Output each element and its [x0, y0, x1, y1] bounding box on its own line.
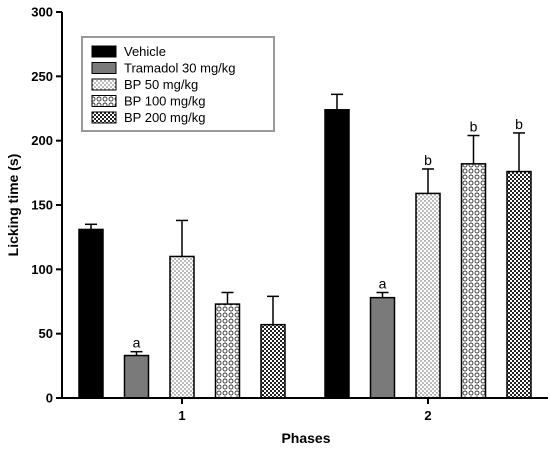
- y-tick-label: 0: [46, 391, 53, 406]
- legend-swatch: [91, 45, 117, 58]
- bar: [260, 323, 286, 399]
- bars-group: a a b b b: [78, 93, 532, 399]
- bar: [506, 170, 532, 399]
- bar: [369, 296, 396, 399]
- significance-label: b: [470, 119, 478, 135]
- significance-label: b: [515, 116, 523, 132]
- y-tick-label: 250: [31, 69, 53, 84]
- bar: [169, 255, 195, 399]
- x-axis-label: Phases: [281, 430, 330, 446]
- bar: [123, 354, 150, 399]
- bar: [78, 228, 104, 399]
- y-tick-label: 150: [31, 198, 53, 213]
- y-axis-label: Licking time (s): [5, 154, 21, 257]
- legend-label: Tramadol 30 mg/kg: [124, 61, 236, 76]
- bar: [214, 303, 241, 399]
- legend-label: BP 50 mg/kg: [124, 77, 198, 92]
- significance-label: a: [133, 335, 141, 351]
- x-tick-label: 1: [178, 408, 185, 423]
- axes-group: 0 50 100 150 200 250 300 1 2: [31, 5, 548, 423]
- bar: [415, 192, 441, 399]
- legend-label: Vehicle: [124, 44, 166, 59]
- y-tick-label: 50: [39, 326, 53, 341]
- legend-swatch: [91, 62, 117, 74]
- legend-swatch: [91, 111, 117, 124]
- x-tick-label: 2: [424, 408, 431, 423]
- y-tick-label: 200: [31, 133, 53, 148]
- y-tick-label: 300: [31, 5, 53, 20]
- bar: [324, 109, 350, 399]
- legend-label: BP 200 mg/kg: [124, 110, 205, 125]
- legend-swatch: [91, 78, 117, 91]
- significance-label: b: [424, 152, 432, 168]
- legend-swatch: [91, 95, 117, 107]
- legend-label: BP 100 mg/kg: [124, 94, 205, 109]
- bar: [460, 163, 487, 399]
- y-tick-label: 100: [31, 262, 53, 277]
- significance-label: a: [379, 275, 387, 291]
